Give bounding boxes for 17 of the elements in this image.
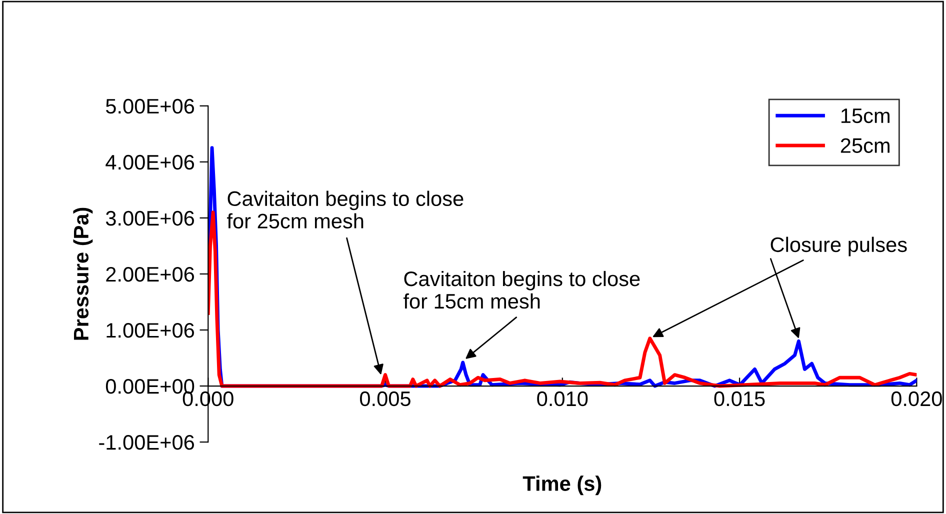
x-axis-title: Time (s) [522, 476, 602, 496]
y-tick-label: 5.00E+06 [106, 98, 194, 114]
x-tick-label: 0.005 [360, 391, 410, 406]
y-tick-label: -1.00E+06 [99, 435, 194, 450]
y-tick-label: 4.00E+06 [106, 154, 194, 170]
y-tick-label: 1.00E+06 [106, 322, 194, 338]
x-tick-label: 0.020 [891, 391, 942, 406]
annotation: Closure pulses [770, 236, 907, 256]
annotation: Cavitaiton begins to close for 25cm mesh [227, 190, 464, 228]
y-tick-label: 3.00E+06 [106, 210, 194, 226]
x-tick-label: 0.015 [714, 391, 765, 406]
legend-label: 25cm [840, 138, 890, 153]
annotation: Cavitaiton begins to close for 15cm mesh [403, 270, 640, 309]
legend-label: 15cm [841, 108, 890, 124]
y-tick-label: 2.00E+06 [106, 266, 194, 282]
y-axis-title: Pressure (Pa) [73, 208, 93, 340]
x-tick-label: 0.010 [537, 391, 588, 406]
